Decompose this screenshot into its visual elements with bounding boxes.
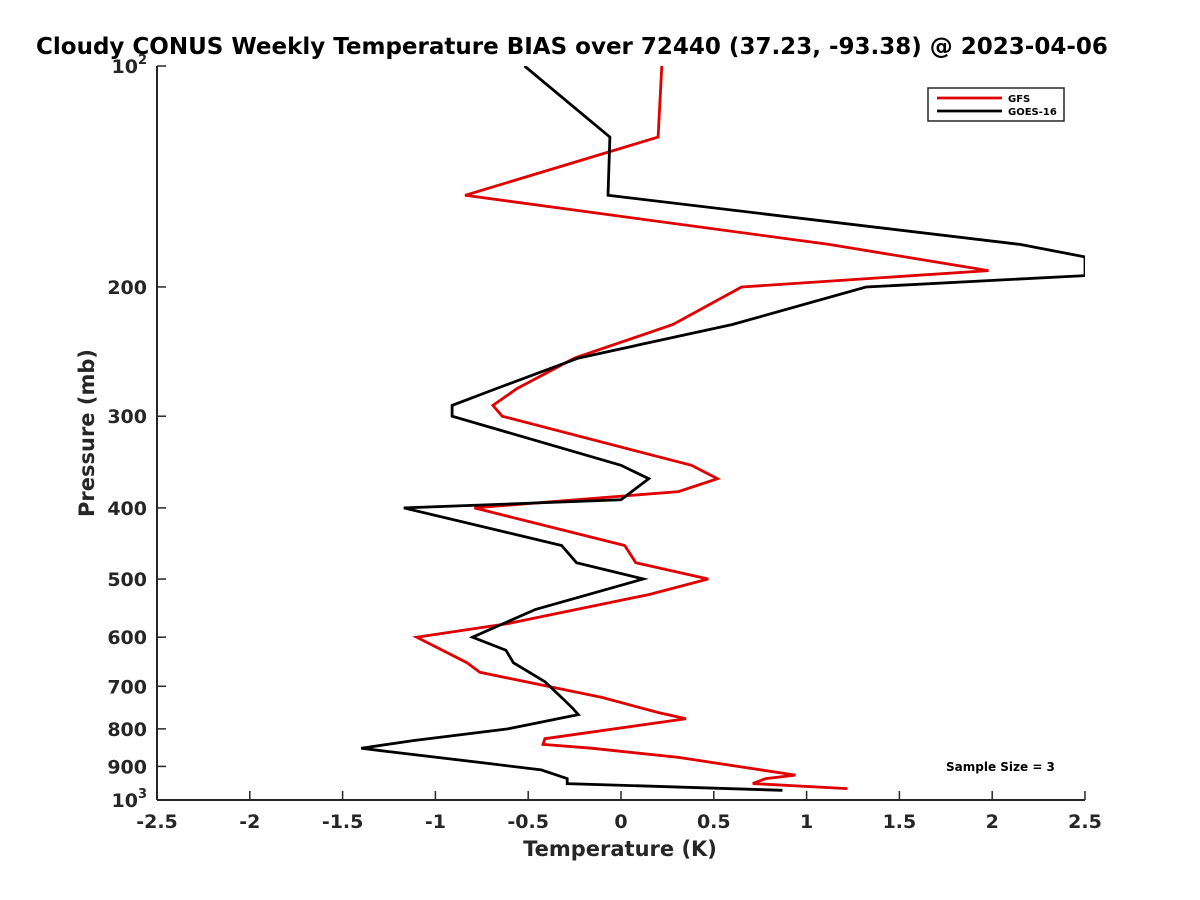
x-axis-label: Temperature (K) (523, 837, 717, 861)
data-layer (360, 66, 1085, 792)
x-tick-label: -2 (239, 811, 260, 833)
y-tick-label: 200 (107, 277, 147, 299)
y-tick-label: 400 (107, 498, 147, 520)
legend-box (927, 87, 1065, 122)
y-tick-label: 700 (107, 676, 147, 698)
y-axis-label: Pressure (mb) (75, 349, 99, 517)
legend-label: GOES-16 (1008, 107, 1057, 118)
series-line-goes-16 (360, 66, 1085, 792)
legend-label: GFS (1008, 94, 1030, 105)
x-tick-label: -1.5 (322, 811, 364, 833)
x-tick-label: 1 (800, 811, 813, 833)
y-tick-label: 900 (107, 756, 147, 778)
x-tick-label: 2.5 (1068, 811, 1102, 833)
y-tick-label: 300 (107, 406, 147, 428)
y-tick-label: 600 (107, 627, 147, 649)
x-tick-label: -2.5 (136, 811, 178, 833)
y-tick-label: 102 (112, 53, 148, 78)
chart-title: Cloudy CONUS Weekly Temperature BIAS ove… (36, 34, 1108, 60)
x-tick-label: 0.5 (697, 811, 731, 833)
x-tick-label: 0 (614, 811, 627, 833)
y-tick-label: 500 (107, 569, 147, 591)
legend: GFS GOES-16 (927, 87, 1065, 122)
x-tick-label: 2 (986, 811, 999, 833)
y-tick-label: 800 (107, 719, 147, 741)
sample-size-annotation: Sample Size = 3 (946, 760, 1055, 774)
y-tick-label: 103 (112, 787, 148, 812)
x-tick-label: -0.5 (507, 811, 549, 833)
x-tick-label: -1 (425, 811, 446, 833)
tick-labels: -2.5 -2 -1.5 -1 -0.5 0 0.5 1 1.5 2 2.5 102 200 300 400… (107, 53, 1102, 833)
series-line-gfs (412, 66, 989, 790)
x-tick-label: 1.5 (883, 811, 917, 833)
